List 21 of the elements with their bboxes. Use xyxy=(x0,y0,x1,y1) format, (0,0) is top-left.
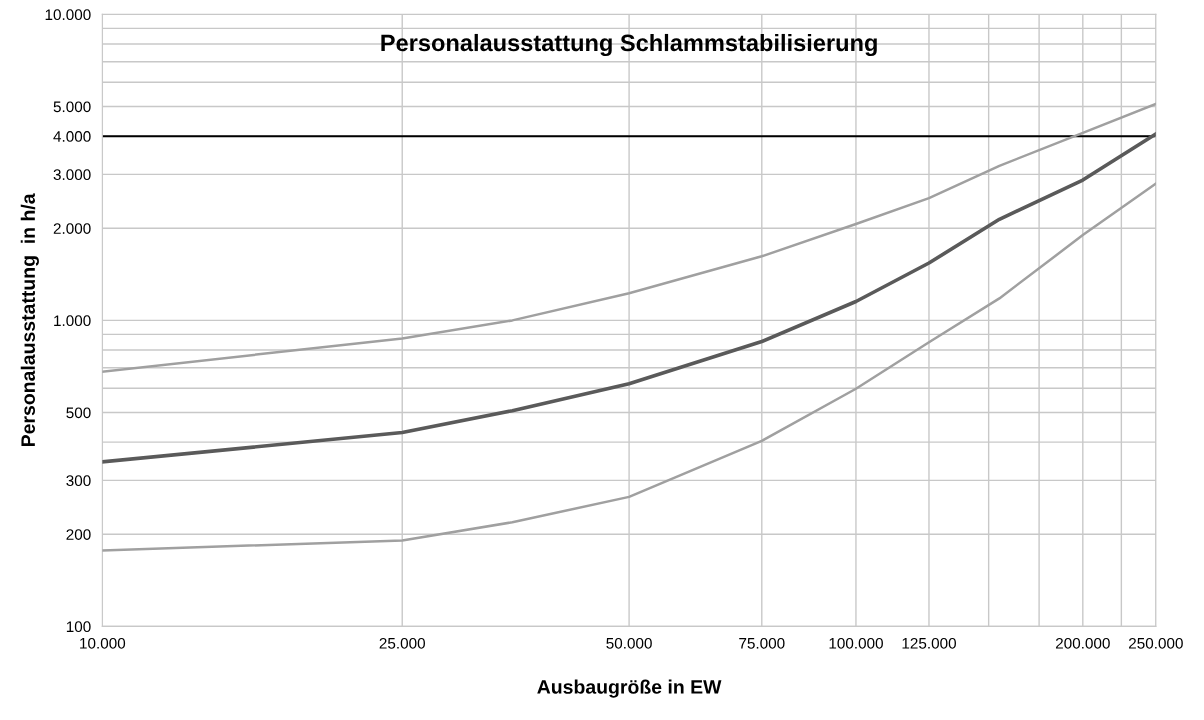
y-tick-label: 10.000 xyxy=(45,9,91,21)
x-axis-title: Ausbaugröße in EW xyxy=(537,679,722,698)
x-tick-label: 75.000 xyxy=(739,637,785,649)
x-tick-label: 100.000 xyxy=(829,637,883,649)
x-tick-label: 25.000 xyxy=(379,637,425,649)
y-tick-label: 5.000 xyxy=(53,101,91,113)
y-tick-label: 500 xyxy=(66,407,91,419)
x-tick-label: 50.000 xyxy=(606,637,652,649)
y-axis-title: Personalausstattung in h/a xyxy=(20,193,39,447)
x-tick-label: 250.000 xyxy=(1129,637,1183,649)
x-tick-label: 200.000 xyxy=(1055,637,1110,649)
y-tick-label: 300 xyxy=(66,475,91,487)
y-tick-label: 200 xyxy=(66,529,91,540)
y-tick-label: 100 xyxy=(66,621,91,633)
x-tick-label: 125.000 xyxy=(902,637,956,649)
y-tick-label: 1.000 xyxy=(54,315,91,327)
y-tick-label: 2.000 xyxy=(53,223,91,234)
y-tick-label: 3.000 xyxy=(53,169,91,181)
y-tick-label: 4.000 xyxy=(53,131,91,142)
x-tick-label: 10.000 xyxy=(80,637,126,649)
text: Personalausstattung Schlammstabilisierung xyxy=(381,33,877,57)
